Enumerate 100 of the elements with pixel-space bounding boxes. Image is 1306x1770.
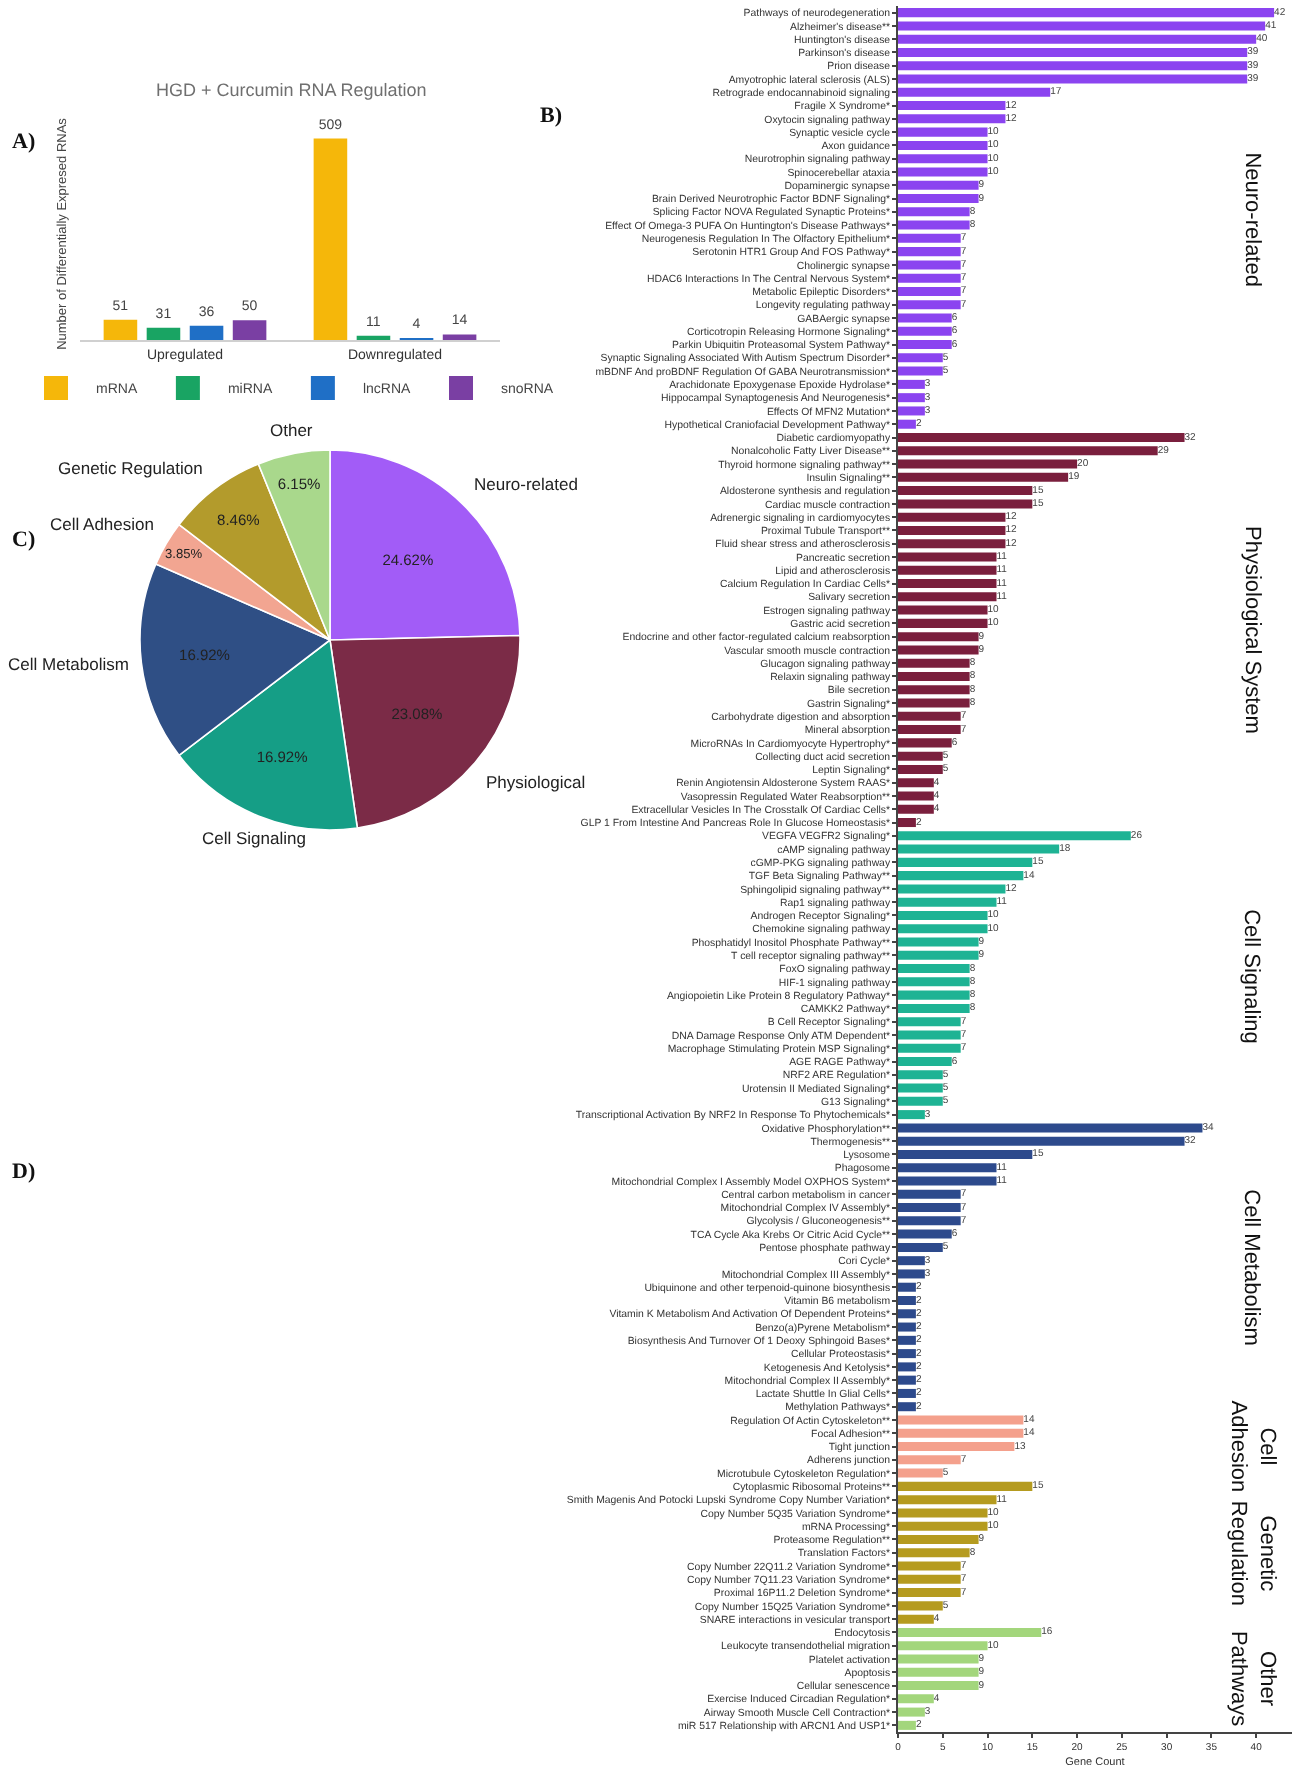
- bar: [898, 804, 934, 814]
- bar: [898, 260, 961, 270]
- bar: [898, 1707, 925, 1717]
- bar: [898, 1375, 916, 1385]
- bar: [898, 1534, 979, 1544]
- text: D): [12, 1160, 36, 1184]
- bar: [898, 1203, 961, 1213]
- slice-label: Genetic Regulation: [58, 458, 204, 478]
- bar: [898, 1574, 961, 1584]
- bar: [898, 366, 943, 376]
- bar: [898, 1110, 925, 1120]
- bar: [898, 247, 961, 257]
- bar: [898, 486, 1033, 496]
- bar: [898, 857, 1033, 867]
- bar: [898, 1030, 961, 1040]
- bar: [898, 273, 961, 283]
- bar: [898, 1561, 961, 1571]
- slice-label: Cell Metabolism: [8, 654, 129, 674]
- bar: [898, 1388, 916, 1398]
- bar: [898, 61, 1248, 71]
- bar: [898, 1216, 961, 1226]
- bar: [898, 831, 1131, 841]
- bar: [898, 1295, 916, 1306]
- bar: [898, 685, 970, 695]
- bar: [898, 8, 1275, 18]
- bar: [898, 499, 1033, 509]
- bar: [898, 1654, 979, 1664]
- slice-label: Cell Signaling: [202, 828, 307, 848]
- bar: [898, 1043, 961, 1053]
- bar: [898, 964, 970, 974]
- bar: [898, 1176, 997, 1186]
- chart-title: HGD + Curcumin RNA Regulation: [156, 80, 427, 100]
- bar: [898, 1455, 961, 1465]
- bar: [898, 1322, 916, 1332]
- bar: [898, 1428, 1024, 1438]
- bar: [898, 658, 970, 668]
- annotation: Other Pathways: [1226, 1630, 1279, 1728]
- bar: [898, 326, 952, 336]
- bar: [898, 990, 970, 1000]
- bar: [898, 313, 952, 323]
- bar: [898, 1017, 961, 1027]
- bar: [898, 1402, 916, 1412]
- bar: [898, 1282, 916, 1292]
- bar: [898, 233, 961, 243]
- bar: [898, 1229, 952, 1239]
- bar: [898, 1163, 997, 1173]
- bar: [898, 924, 988, 934]
- bar: [898, 791, 934, 801]
- bar: [898, 884, 1006, 894]
- slice-label: Other: [270, 420, 313, 440]
- slice-label: Physiological: [486, 772, 586, 792]
- bar: [898, 605, 988, 615]
- bar: [898, 844, 1060, 854]
- bar: [898, 47, 1248, 57]
- bar: [898, 579, 997, 589]
- bar: [898, 1601, 943, 1611]
- bar: [898, 419, 916, 429]
- bar: [898, 1096, 943, 1106]
- bar: [898, 1057, 952, 1067]
- bar: [898, 34, 1257, 44]
- bar: [898, 207, 970, 217]
- bar: [898, 818, 916, 828]
- bar: [898, 353, 943, 363]
- bar: [898, 977, 970, 987]
- bar: [898, 127, 988, 137]
- bar: [898, 1256, 925, 1266]
- bar: [898, 459, 1078, 469]
- bar: [898, 1641, 988, 1651]
- bar: [898, 1667, 979, 1677]
- bar: [898, 1588, 961, 1598]
- annotation: Cell Metabolism: [1239, 1189, 1264, 1346]
- bar: [898, 1495, 997, 1505]
- bar: [898, 101, 1006, 111]
- bar: [898, 1309, 916, 1319]
- bar: [898, 512, 1006, 522]
- bar: [898, 446, 1158, 456]
- annotation: Physiological System: [1240, 526, 1265, 734]
- bar: [898, 1508, 988, 1518]
- bar: [898, 1149, 1033, 1159]
- bar: [898, 300, 961, 310]
- bar: [898, 1335, 916, 1345]
- bar: [898, 592, 997, 602]
- bar: [898, 1070, 943, 1080]
- bar: [898, 379, 925, 389]
- bar: [898, 1189, 961, 1199]
- bar: [898, 1694, 934, 1704]
- text: C): [12, 528, 36, 552]
- slice-label: Neuro-related: [474, 474, 579, 494]
- slice-label: Cell Adhesion: [50, 514, 155, 534]
- bar: [898, 1083, 943, 1093]
- bar: [898, 167, 988, 177]
- bar: [898, 950, 979, 960]
- bar: [898, 671, 970, 681]
- bar: [898, 738, 952, 748]
- bar: [898, 725, 961, 735]
- bar: [898, 1614, 934, 1624]
- text: B): [540, 104, 563, 128]
- annotation: Cell Adhesion: [1225, 1400, 1279, 1493]
- bar: [898, 937, 979, 947]
- bar: [898, 1362, 916, 1372]
